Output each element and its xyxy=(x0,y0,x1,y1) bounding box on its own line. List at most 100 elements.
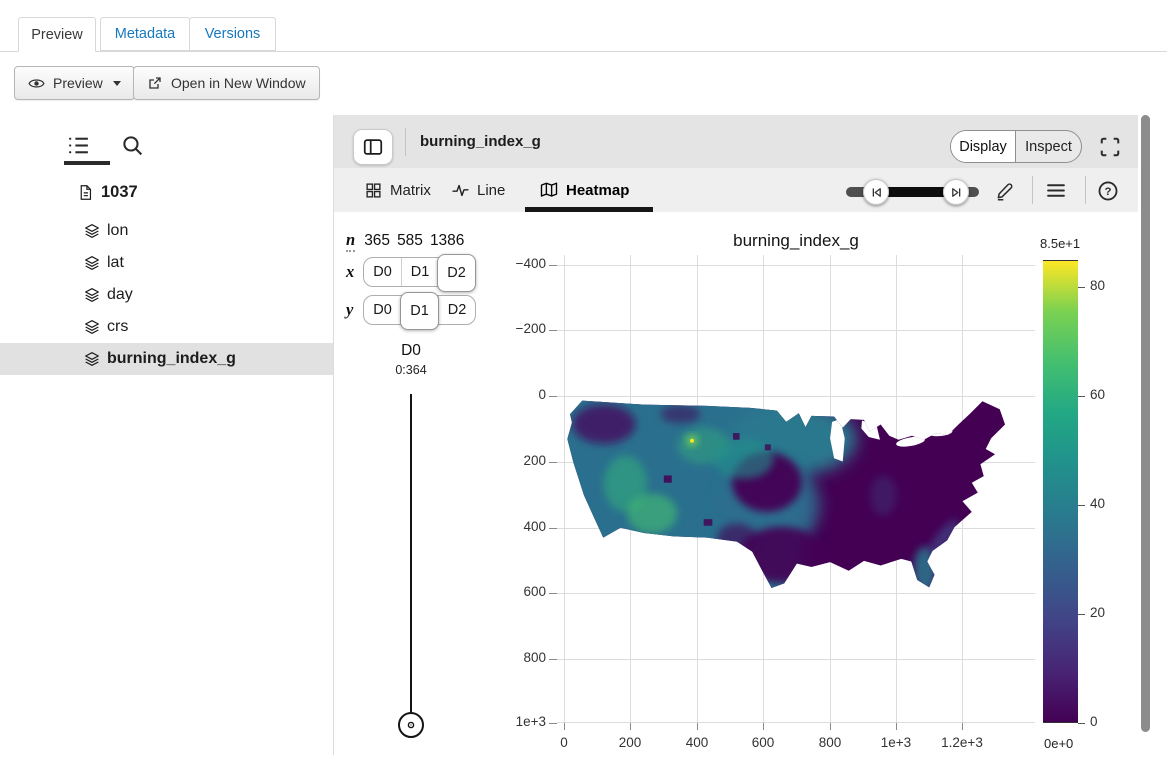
file-icon xyxy=(77,183,94,202)
tab-metadata[interactable]: Metadata xyxy=(100,17,190,51)
scrollbar[interactable] xyxy=(1141,115,1150,732)
y-dim-D1-button[interactable]: D1 xyxy=(400,292,439,330)
x-dim-D2-button[interactable]: D2 xyxy=(437,254,476,292)
y-axis-dim-label: y xyxy=(346,300,354,319)
layers-icon xyxy=(84,223,100,239)
fullscreen-icon xyxy=(1099,136,1121,158)
tree-item-label: burning_index_g xyxy=(107,350,236,367)
pencil-icon xyxy=(995,181,1015,201)
tree-item-crs[interactable]: crs xyxy=(0,311,333,343)
y-tick-label: 600 xyxy=(523,584,546,599)
grid-icon xyxy=(365,182,382,199)
tree-item-label: lon xyxy=(107,222,129,239)
slicing-slider-track[interactable] xyxy=(410,394,412,713)
more-options-button[interactable] xyxy=(1045,180,1067,201)
top-tab-bar: Preview Metadata Versions xyxy=(0,17,1167,52)
y-dim-D2-button[interactable]: D2 xyxy=(438,296,475,324)
tab-versions[interactable]: Versions xyxy=(189,17,276,51)
dim-sizes-row: n 365 585 1386 xyxy=(346,230,464,252)
panel-toggle-icon xyxy=(362,136,384,158)
heatmap-plot-area[interactable] xyxy=(557,255,1035,723)
toolbar-separator xyxy=(1085,176,1086,204)
explorer-sidebar: 1037 lon lat day xyxy=(0,115,333,762)
map-icon xyxy=(540,181,558,199)
heatmap-canvas[interactable] xyxy=(564,396,1025,588)
viewer-panel: burning_index_g Display Inspect xyxy=(334,115,1138,762)
y-tick-label: 400 xyxy=(523,519,546,534)
open-button-label: Open in New Window xyxy=(171,75,306,91)
x-dim-mapper-row: x D0 D1 D2 xyxy=(346,254,476,292)
skip-end-icon xyxy=(950,186,963,199)
inspect-label: Inspect xyxy=(1025,138,1072,155)
tabstrip-border xyxy=(0,51,1167,52)
x-dim-group: D0 D1 D2 xyxy=(363,254,476,292)
x-dim-D0-button[interactable]: D0 xyxy=(373,264,392,280)
preview-dropdown-button[interactable]: Preview xyxy=(14,66,135,100)
n-dims-label: n xyxy=(346,230,356,252)
tree-root-label: 1037 xyxy=(101,182,138,201)
x-axis-dim-label: x xyxy=(346,262,355,281)
slider-thumb-icon xyxy=(406,720,416,730)
search-icon xyxy=(120,133,145,158)
viewer-toolbar: burning_index_g Display Inspect xyxy=(334,115,1138,168)
preview-button-label: Preview xyxy=(53,75,103,91)
tab-versions-label: Versions xyxy=(204,26,261,42)
layers-icon xyxy=(84,255,100,271)
inspect-mode-button[interactable]: Inspect xyxy=(1016,131,1081,162)
sidebar-toggle-button[interactable] xyxy=(353,129,393,165)
viz-tab-line[interactable]: Line xyxy=(452,168,505,212)
tree-item-day[interactable]: day xyxy=(0,279,333,311)
x-tick-label: 1e+3 xyxy=(880,735,912,750)
x-dim-D1-button[interactable]: D1 xyxy=(401,258,438,286)
domain-slider-max-handle[interactable] xyxy=(943,179,969,205)
help-button[interactable]: ? xyxy=(1097,180,1119,202)
tree-icon xyxy=(66,133,91,158)
x-tick-label: 800 xyxy=(818,735,842,750)
x-tick-label: 600 xyxy=(751,735,775,750)
dim-size-0: 365 xyxy=(364,232,391,249)
tree-item-lon[interactable]: lon xyxy=(0,215,333,247)
y-tick-label: −400 xyxy=(515,256,546,271)
slicing-slider-thumb[interactable] xyxy=(398,712,424,738)
tab-preview-label: Preview xyxy=(31,26,83,43)
viz-tab-matrix-label: Matrix xyxy=(390,181,431,199)
caret-down-icon xyxy=(112,80,121,86)
y-tick-label: 800 xyxy=(523,650,546,665)
layers-icon xyxy=(84,287,100,303)
y-tick-label: 1e+3 xyxy=(515,714,546,729)
colorbar-tick-label: 40 xyxy=(1090,496,1106,511)
dim-size-2: 1386 xyxy=(429,232,465,249)
help-icon: ? xyxy=(1097,180,1119,202)
explorer-tab-search[interactable] xyxy=(120,133,145,158)
tab-metadata-label: Metadata xyxy=(114,26,176,42)
slicing-range-label: 0:364 xyxy=(395,363,427,377)
slicing-dim-label: D0 xyxy=(401,342,421,359)
explorer-divider xyxy=(333,115,334,755)
tree-item-lat[interactable]: lat xyxy=(0,247,333,279)
x-tick-label: 400 xyxy=(685,735,709,750)
tab-preview[interactable]: Preview xyxy=(18,17,96,52)
viz-tab-matrix[interactable]: Matrix xyxy=(365,168,431,212)
viz-tab-heatmap[interactable]: Heatmap xyxy=(540,168,629,212)
explorer-active-tab-underline xyxy=(64,161,110,165)
colorbar-tick-label: 60 xyxy=(1090,387,1106,402)
tree-item-label: crs xyxy=(107,318,129,335)
open-new-window-button[interactable]: Open in New Window xyxy=(133,66,320,100)
y-dim-D0-button[interactable]: D0 xyxy=(373,302,392,318)
tree-root[interactable]: 1037 xyxy=(0,176,333,208)
edit-colormap-button[interactable] xyxy=(995,181,1015,201)
tree-item-label: lat xyxy=(107,254,124,271)
x-tick-label: 0 xyxy=(560,735,568,750)
explorer-tab-tree[interactable] xyxy=(66,133,91,158)
dim-size-1: 585 xyxy=(397,232,423,249)
domain-slider-min-handle[interactable] xyxy=(863,179,889,205)
layers-icon xyxy=(84,351,100,367)
display-label: Display xyxy=(959,138,1007,155)
activity-icon xyxy=(452,182,469,199)
tree-item-burning-index-g[interactable]: burning_index_g xyxy=(0,343,333,375)
viz-tab-line-label: Line xyxy=(477,181,506,199)
viz-tab-heatmap-label: Heatmap xyxy=(566,181,630,199)
y-tick-label: 200 xyxy=(523,453,546,468)
display-mode-button[interactable]: Display xyxy=(951,131,1016,162)
fullscreen-button[interactable] xyxy=(1099,136,1121,158)
